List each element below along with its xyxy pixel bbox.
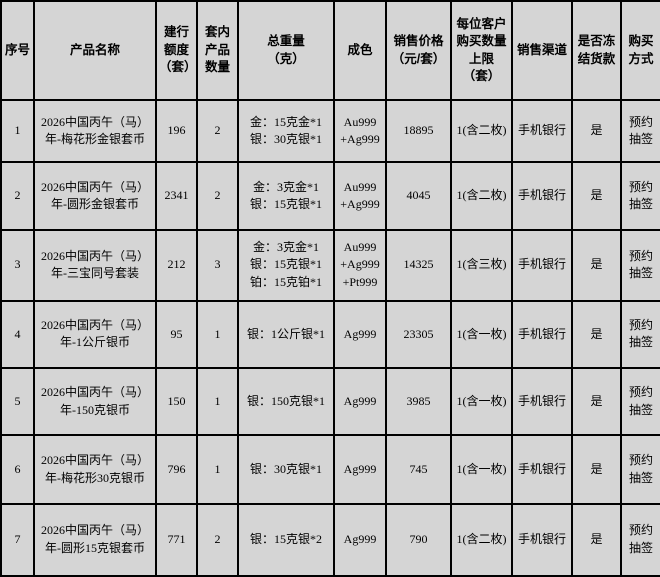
table-row: 2 2026中国丙午（马） 年-圆形金银套币 2341 2 金：3克金*1 银：… [0, 161, 660, 231]
header-ccb-quota: 建行 额度 （套） [155, 0, 198, 101]
cell-ccb-quota: 771 [155, 502, 198, 577]
cell-fineness: Ag999 [333, 367, 387, 437]
header-freeze-payment: 是否冻 结货款 [571, 0, 622, 101]
header-purchase-method: 购买 方式 [620, 0, 660, 101]
header-total-weight: 总重量 （克） [237, 0, 335, 101]
cell-serial-number: 2 [0, 161, 35, 231]
table-row: 5 2026中国丙午（马） 年-150克银币 150 1 银：150克银*1 A… [0, 367, 660, 437]
cell-sale-price: 4045 [385, 161, 452, 231]
cell-products-per-set: 2 [196, 98, 239, 164]
cell-total-weight: 金：3克金*1 银：15克银*1 [237, 161, 335, 231]
cell-ccb-quota: 95 [155, 299, 198, 370]
cell-product-name: 2026中国丙午（马） 年-圆形金银套币 [33, 161, 157, 231]
cell-purchase-limit: 1(含一枚) [450, 434, 513, 505]
cell-freeze-payment: 是 [571, 98, 622, 164]
cell-products-per-set: 2 [196, 502, 239, 577]
cell-freeze-payment: 是 [571, 299, 622, 370]
cell-purchase-method: 预约 抽签 [620, 161, 660, 231]
cell-purchase-limit: 1(含一枚) [450, 367, 513, 437]
cell-sale-price: 3985 [385, 367, 452, 437]
cell-product-name: 2026中国丙午（马） 年-1公斤银币 [33, 299, 157, 370]
cell-product-name: 2026中国丙午（马） 年-三宝同号套装 [33, 228, 157, 302]
header-sale-price: 销售价格 （元/套） [385, 0, 452, 101]
cell-total-weight: 金：3克金*1 银：15克银*1 铂：15克铂*1 [237, 228, 335, 302]
header-sales-channel: 销售渠道 [511, 0, 573, 101]
cell-products-per-set: 3 [196, 228, 239, 302]
table-row: 7 2026中国丙午（马） 年-圆形15克银套币 771 2 银：15克银*2 … [0, 502, 660, 577]
cell-product-name: 2026中国丙午（马） 年-梅花形金银套币 [33, 98, 157, 164]
cell-fineness: Ag999 [333, 434, 387, 505]
cell-freeze-payment: 是 [571, 228, 622, 302]
cell-serial-number: 3 [0, 228, 35, 302]
cell-purchase-method: 预约 抽签 [620, 299, 660, 370]
cell-sales-channel: 手机银行 [511, 502, 573, 577]
cell-total-weight: 银：30克银*1 [237, 434, 335, 505]
cell-freeze-payment: 是 [571, 367, 622, 437]
cell-ccb-quota: 212 [155, 228, 198, 302]
cell-sales-channel: 手机银行 [511, 367, 573, 437]
cell-serial-number: 7 [0, 502, 35, 577]
cell-fineness: Ag999 [333, 502, 387, 577]
cell-sale-price: 14325 [385, 228, 452, 302]
header-row: 序号 产品名称 建行 额度 （套） 套内 产品 数量 总重量 （克） 成色 销售… [0, 0, 660, 101]
cell-purchase-limit: 1(含一枚) [450, 299, 513, 370]
cell-purchase-method: 预约 抽签 [620, 434, 660, 505]
cell-products-per-set: 2 [196, 161, 239, 231]
cell-product-name: 2026中国丙午（马） 年-圆形15克银套币 [33, 502, 157, 577]
header-purchase-limit: 每位客户 购买数量 上限 （套） [450, 0, 513, 101]
cell-total-weight: 银：1公斤银*1 [237, 299, 335, 370]
cell-products-per-set: 1 [196, 434, 239, 505]
header-serial-number: 序号 [0, 0, 35, 101]
cell-sale-price: 790 [385, 502, 452, 577]
header-product-name: 产品名称 [33, 0, 157, 101]
cell-serial-number: 1 [0, 98, 35, 164]
cell-fineness: Ag999 [333, 299, 387, 370]
cell-serial-number: 6 [0, 434, 35, 505]
cell-freeze-payment: 是 [571, 161, 622, 231]
cell-freeze-payment: 是 [571, 434, 622, 505]
table-row: 3 2026中国丙午（马） 年-三宝同号套装 212 3 金：3克金*1 银：1… [0, 228, 660, 302]
cell-sale-price: 18895 [385, 98, 452, 164]
cell-serial-number: 4 [0, 299, 35, 370]
table-row: 6 2026中国丙午（马） 年-梅花形30克银币 796 1 银：30克银*1 … [0, 434, 660, 505]
table-row: 4 2026中国丙午（马） 年-1公斤银币 95 1 银：1公斤银*1 Ag99… [0, 299, 660, 370]
header-fineness: 成色 [333, 0, 387, 101]
cell-total-weight: 银：150克银*1 [237, 367, 335, 437]
cell-products-per-set: 1 [196, 367, 239, 437]
cell-ccb-quota: 150 [155, 367, 198, 437]
cell-fineness: Au999 +Ag999 [333, 161, 387, 231]
cell-sales-channel: 手机银行 [511, 228, 573, 302]
cell-purchase-limit: 1(含二枚) [450, 161, 513, 231]
cell-purchase-method: 预约 抽签 [620, 502, 660, 577]
cell-purchase-limit: 1(含二枚) [450, 502, 513, 577]
cell-total-weight: 银：15克银*2 [237, 502, 335, 577]
cell-sales-channel: 手机银行 [511, 161, 573, 231]
cell-total-weight: 金：15克金*1 银：30克银*1 [237, 98, 335, 164]
cell-freeze-payment: 是 [571, 502, 622, 577]
cell-product-name: 2026中国丙午（马） 年-150克银币 [33, 367, 157, 437]
cell-fineness: Au999 +Ag999 +Pt999 [333, 228, 387, 302]
cell-purchase-method: 预约 抽签 [620, 98, 660, 164]
cell-sales-channel: 手机银行 [511, 299, 573, 370]
cell-sale-price: 745 [385, 434, 452, 505]
cell-ccb-quota: 796 [155, 434, 198, 505]
cell-purchase-method: 预约 抽签 [620, 367, 660, 437]
cell-sales-channel: 手机银行 [511, 98, 573, 164]
cell-serial-number: 5 [0, 367, 35, 437]
cell-sales-channel: 手机银行 [511, 434, 573, 505]
table-row: 1 2026中国丙午（马） 年-梅花形金银套币 196 2 金：15克金*1 银… [0, 98, 660, 164]
cell-ccb-quota: 2341 [155, 161, 198, 231]
cell-ccb-quota: 196 [155, 98, 198, 164]
cell-fineness: Au999 +Ag999 [333, 98, 387, 164]
cell-products-per-set: 1 [196, 299, 239, 370]
cell-purchase-limit: 1(含二枚) [450, 98, 513, 164]
cell-product-name: 2026中国丙午（马） 年-梅花形30克银币 [33, 434, 157, 505]
cell-sale-price: 23305 [385, 299, 452, 370]
cell-purchase-limit: 1(含三枚) [450, 228, 513, 302]
header-products-per-set: 套内 产品 数量 [196, 0, 239, 101]
cell-purchase-method: 预约 抽签 [620, 228, 660, 302]
